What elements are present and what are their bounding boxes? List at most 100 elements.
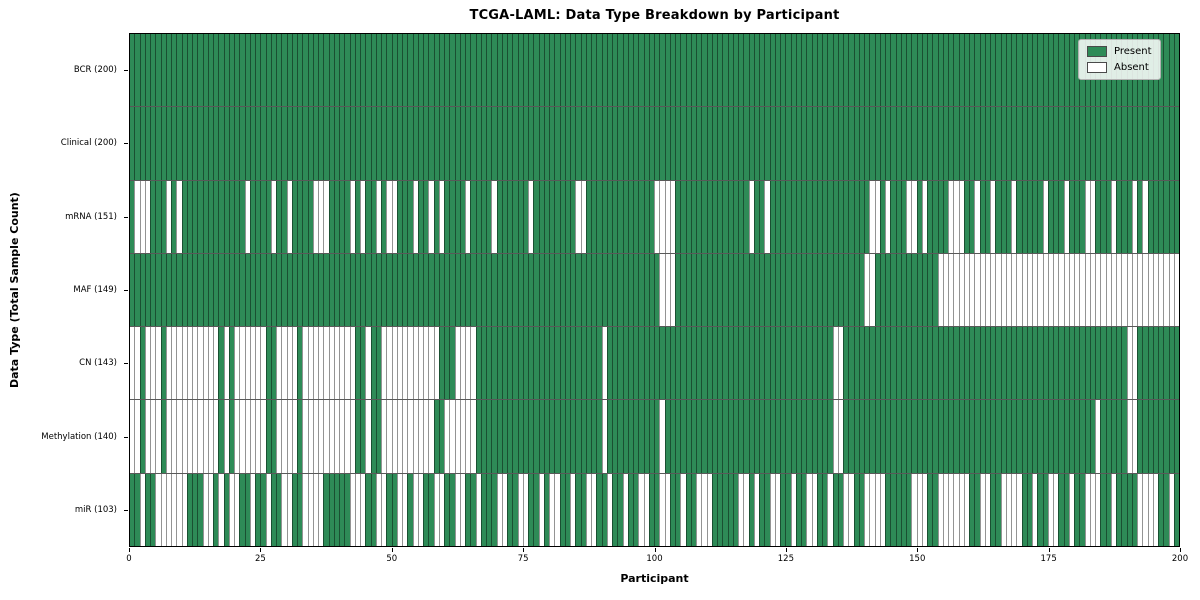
cell-present	[722, 180, 728, 253]
cell-present	[512, 400, 518, 473]
legend-label-absent: Absent	[1114, 61, 1149, 73]
cell-present	[738, 107, 744, 180]
cell-present	[580, 473, 586, 546]
cell-present	[1158, 180, 1164, 253]
cell-present	[596, 473, 602, 546]
cell-present	[953, 327, 959, 400]
cell-present	[591, 107, 597, 180]
cell-present	[543, 253, 549, 327]
y-axis-ticks: BCR (200) Clinical (200) mRNA (151) MAF (14…	[0, 33, 129, 547]
cell-present	[732, 473, 738, 546]
cell-present	[496, 34, 502, 107]
cell-present	[480, 180, 486, 253]
cell-present	[748, 327, 754, 400]
cell-present	[953, 107, 959, 180]
cell-present	[370, 400, 376, 473]
cell-present	[1016, 327, 1022, 400]
cell-absent	[218, 473, 224, 546]
cell-present	[906, 400, 912, 473]
cell-present	[449, 473, 455, 546]
cell-present	[827, 400, 833, 473]
cell-present	[1011, 400, 1017, 473]
cell-present	[1000, 34, 1006, 107]
cell-present	[449, 253, 455, 327]
cell-present	[270, 400, 276, 473]
xtick-mark	[917, 548, 919, 552]
cell-present	[738, 327, 744, 400]
cell-present	[995, 473, 1001, 546]
cell-present	[822, 34, 828, 107]
cell-present	[543, 473, 549, 546]
cell-present	[848, 400, 854, 473]
cell-present	[942, 327, 948, 400]
cell-present	[696, 327, 702, 400]
cell-present	[580, 107, 586, 180]
cell-present	[591, 253, 597, 327]
cell-present	[223, 107, 229, 180]
cell-present	[1021, 180, 1027, 253]
cell-present	[564, 400, 570, 473]
cell-present	[218, 107, 224, 180]
cell-present	[853, 327, 859, 400]
cell-present	[591, 400, 597, 473]
legend-label-present: Present	[1114, 45, 1152, 57]
cell-absent	[402, 400, 408, 473]
cell-absent	[423, 400, 429, 473]
cell-present	[879, 327, 885, 400]
cell-present	[717, 34, 723, 107]
cell-present	[1173, 400, 1179, 473]
cell-present	[1032, 107, 1038, 180]
cell-present	[491, 400, 497, 473]
cell-present	[438, 253, 444, 327]
cell-present	[759, 180, 765, 253]
cell-present	[265, 180, 271, 253]
cell-present	[186, 34, 192, 107]
cell-present	[711, 327, 717, 400]
cell-present	[543, 327, 549, 400]
cell-absent	[659, 180, 665, 253]
ytick-mark	[124, 363, 128, 365]
cell-absent	[328, 400, 334, 473]
cell-present	[585, 253, 591, 327]
cell-present	[711, 180, 717, 253]
cell-absent	[1152, 253, 1158, 327]
cell-absent	[391, 180, 397, 253]
cell-present	[675, 253, 681, 327]
cell-present	[396, 34, 402, 107]
cell-present	[732, 107, 738, 180]
cell-present	[680, 107, 686, 180]
cell-present	[696, 400, 702, 473]
cell-absent	[192, 327, 198, 400]
cell-absent	[1058, 253, 1064, 327]
cell-present	[596, 253, 602, 327]
cell-present	[480, 34, 486, 107]
cell-absent	[979, 253, 985, 327]
cell-present	[176, 253, 182, 327]
cell-present	[186, 180, 192, 253]
cell-present	[832, 180, 838, 253]
cell-present	[260, 34, 266, 107]
cell-present	[454, 107, 460, 180]
cell-present	[722, 327, 728, 400]
cell-present	[617, 253, 623, 327]
xtick-label-200: 200	[1171, 554, 1189, 564]
cell-present	[743, 107, 749, 180]
cell-present	[921, 107, 927, 180]
cell-present	[591, 34, 597, 107]
cell-present	[391, 253, 397, 327]
cell-present	[816, 473, 822, 546]
cell-present	[921, 400, 927, 473]
cell-present	[218, 327, 224, 400]
cell-present	[549, 327, 555, 400]
cell-present	[286, 107, 292, 180]
cell-present	[1032, 400, 1038, 473]
cell-absent	[176, 180, 182, 253]
cell-present	[895, 107, 901, 180]
ytick-label-bcr: BCR (200)	[73, 64, 117, 75]
cell-absent	[1047, 253, 1053, 327]
cell-present	[706, 327, 712, 400]
cell-present	[837, 107, 843, 180]
cell-absent	[1100, 253, 1106, 327]
cell-present	[669, 327, 675, 400]
cell-present	[864, 180, 870, 253]
